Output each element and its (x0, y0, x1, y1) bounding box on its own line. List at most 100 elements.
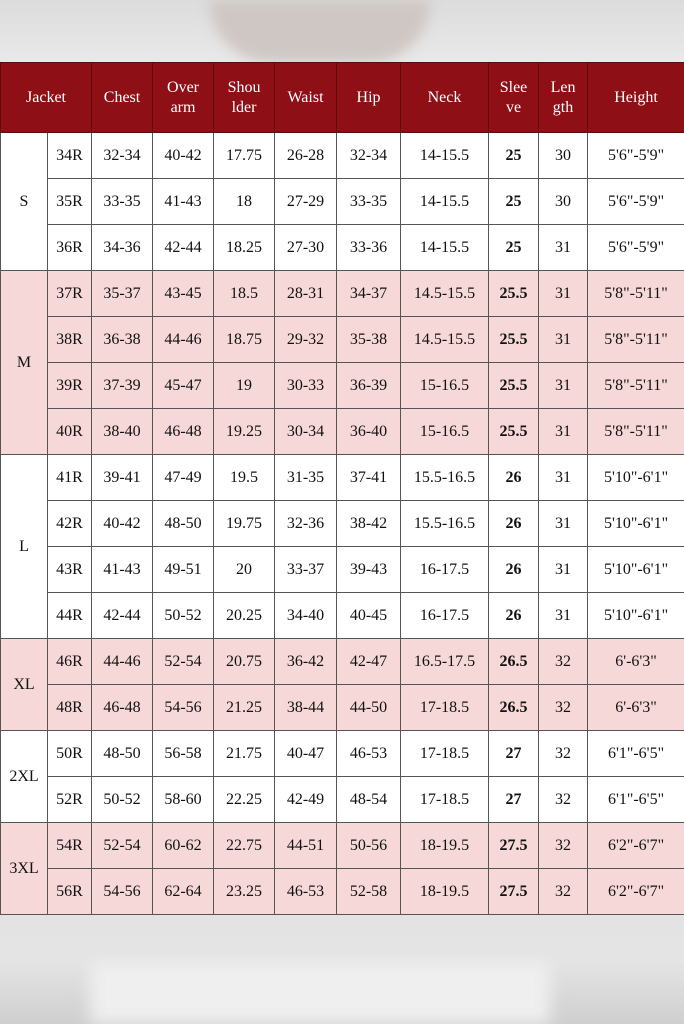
cell-waist: 42-49 (274, 776, 338, 823)
cell-neck: 18-19.5 (400, 868, 490, 915)
cell-height: 5'6"-5'9" (587, 224, 684, 271)
cell-jacket-size: 38R (46, 316, 93, 363)
cell-neck: 16.5-17.5 (400, 638, 490, 685)
header-length: Len gth (538, 62, 589, 133)
cell-length: 32 (538, 684, 589, 731)
cell-length: 32 (538, 730, 589, 777)
cell-height: 5'10"-6'1" (587, 546, 684, 593)
table-row: 2XL 50R 48-50 56-58 21.75 40-47 46-53 17-18.5 27… (0, 730, 684, 823)
cell-waist: 38-44 (274, 684, 338, 731)
cell-shoulder: 20 (213, 546, 276, 593)
cell-hip: 37-41 (336, 454, 402, 501)
table-row: S 34R 32-34 40-42 17.75 26-28 32-34 14-15.5 25 30… (0, 132, 684, 271)
cell-chest: 54-56 (91, 868, 154, 915)
cell-height: 6'-6'3" (587, 684, 684, 731)
cell-sleeve: 25 (488, 224, 540, 271)
size-group-label: XL (0, 638, 48, 731)
cell-jacket-size: 40R (46, 408, 93, 455)
cell-waist: 30-33 (274, 362, 338, 409)
cell-over-arm: 58-60 (152, 776, 215, 823)
cell-length: 31 (538, 500, 589, 547)
cell-over-arm: 56-58 (152, 730, 215, 777)
cell-hip: 35-38 (336, 316, 402, 363)
cell-shoulder: 21.75 (213, 730, 276, 777)
cell-hip: 36-39 (336, 362, 402, 409)
cell-waist: 30-34 (274, 408, 338, 455)
cell-neck: 14.5-15.5 (400, 270, 490, 317)
cell-neck: 14-15.5 (400, 132, 490, 179)
cell-waist: 36-42 (274, 638, 338, 685)
table-row: 48R 46-48 54-56 21.25 38-44 44-50 17-18.5 26.5 3… (1, 684, 684, 731)
cell-jacket-size: 34R (46, 132, 93, 179)
cell-jacket-size: 35R (46, 178, 93, 225)
cell-length: 31 (538, 224, 589, 271)
cell-hip: 34-37 (336, 270, 402, 317)
cell-hip: 50-56 (336, 822, 402, 869)
cell-jacket-size: 43R (46, 546, 93, 593)
cell-sleeve: 26 (488, 546, 540, 593)
header-jacket: Jacket (0, 62, 93, 133)
cell-shoulder: 18.25 (213, 224, 276, 271)
cell-neck: 17-18.5 (400, 730, 490, 777)
cell-over-arm: 62-64 (152, 868, 215, 915)
cell-hip: 44-50 (336, 684, 402, 731)
cell-height: 6'1"-6'5" (587, 730, 684, 777)
background-photo (210, 0, 430, 62)
header-over-arm: Over arm (152, 62, 215, 133)
cell-chest: 33-35 (91, 178, 154, 225)
cell-shoulder: 22.25 (213, 776, 276, 823)
cell-shoulder: 20.75 (213, 638, 276, 685)
cell-length: 31 (538, 454, 589, 501)
cell-chest: 36-38 (91, 316, 154, 363)
cell-shoulder: 20.25 (213, 592, 276, 639)
cell-neck: 15.5-16.5 (400, 454, 490, 501)
cell-shoulder: 18.75 (213, 316, 276, 363)
cell-over-arm: 42-44 (152, 224, 215, 271)
cell-over-arm: 40-42 (152, 132, 215, 179)
cell-over-arm: 48-50 (152, 500, 215, 547)
cell-height: 5'8"-5'11" (587, 408, 684, 455)
cell-jacket-size: 56R (46, 868, 93, 915)
table-row: M 37R 35-37 43-45 18.5 28-31 34-37 14.5-15.5 25.… (0, 270, 684, 455)
cell-over-arm: 52-54 (152, 638, 215, 685)
cell-hip: 36-40 (336, 408, 402, 455)
header-sleeve: Slee ve (488, 62, 540, 133)
cell-sleeve: 25 (488, 132, 540, 179)
cell-chest: 48-50 (91, 730, 154, 777)
cell-chest: 32-34 (91, 132, 154, 179)
cell-chest: 50-52 (91, 776, 154, 823)
cell-sleeve: 26 (488, 454, 540, 501)
cell-over-arm: 54-56 (152, 684, 215, 731)
cell-chest: 42-44 (91, 592, 154, 639)
header-height: Height (587, 62, 684, 133)
cell-sleeve: 25.5 (488, 316, 540, 363)
cell-length: 31 (538, 270, 589, 317)
cell-sleeve: 25.5 (488, 362, 540, 409)
cell-sleeve: 25.5 (488, 408, 540, 455)
cell-chest: 39-41 (91, 454, 154, 501)
cell-height: 6'-6'3" (587, 638, 684, 685)
size-group-label: 2XL (0, 730, 48, 823)
table-row: XL 46R 44-46 52-54 20.75 36-42 42-47 16.5-17.5 2… (0, 638, 684, 731)
table-row: 40R 38-40 46-48 19.25 30-34 36-40 15-16.5 25.5 3… (1, 408, 684, 455)
size-group-label: S (0, 132, 48, 271)
size-group-label: M (0, 270, 48, 455)
cell-chest: 38-40 (91, 408, 154, 455)
table-row: 44R 42-44 50-52 20.25 34-40 40-45 16-17.5 26 31 5… (1, 592, 684, 639)
size-chart-table: Jacket Chest Over arm Shou lder Waist Hip Neck Sl… (0, 62, 684, 915)
cell-sleeve: 27 (488, 730, 540, 777)
cell-chest: 46-48 (91, 684, 154, 731)
cell-over-arm: 41-43 (152, 178, 215, 225)
cell-jacket-size: 54R (46, 822, 93, 869)
cell-sleeve: 26.5 (488, 684, 540, 731)
cell-height: 5'6"-5'9" (587, 132, 684, 179)
table-row: 35R 33-35 41-43 18 27-29 33-35 14-15.5 25 30 5'6"… (1, 178, 684, 225)
cell-sleeve: 27.5 (488, 822, 540, 869)
cell-height: 6'2"-6'7" (587, 822, 684, 869)
cell-over-arm: 44-46 (152, 316, 215, 363)
cell-jacket-size: 50R (46, 730, 93, 777)
cell-waist: 29-32 (274, 316, 338, 363)
header-shoulder: Shou lder (213, 62, 276, 133)
cell-waist: 26-28 (274, 132, 338, 179)
cell-over-arm: 46-48 (152, 408, 215, 455)
